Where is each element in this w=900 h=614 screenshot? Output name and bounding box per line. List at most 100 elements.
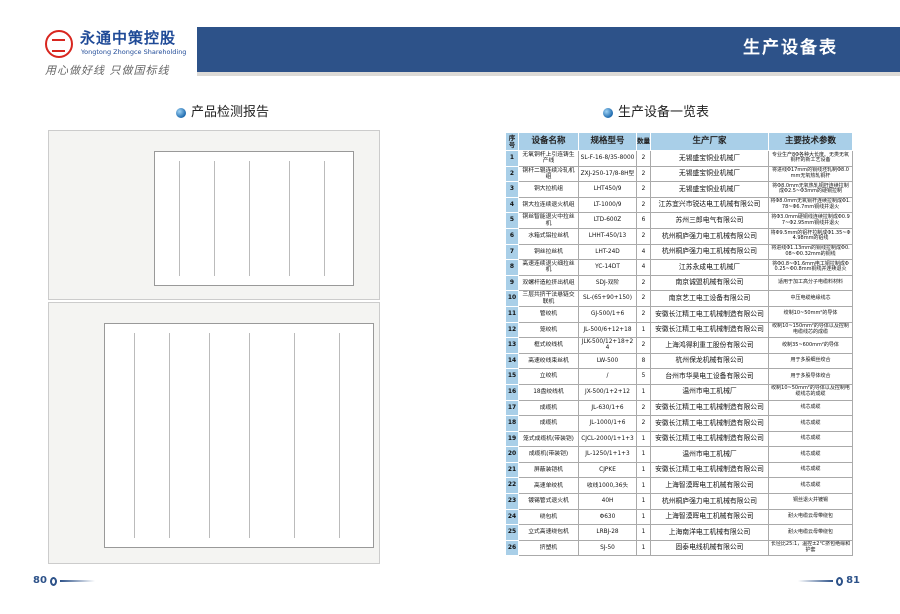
table-cell: 双螺杆造粒挤出机组 — [518, 274, 579, 292]
page-number-text: 80 — [33, 575, 47, 586]
table-cell: LT-1000/9 — [578, 196, 637, 214]
table-cell: 线芯成缆 — [768, 446, 853, 463]
table-cell: 成缆机 — [518, 415, 579, 432]
table-cell: 11 — [505, 305, 519, 323]
table-cell: 安徽长江精工电工机械制造有限公司 — [650, 305, 769, 323]
table-cell: 江苏宜兴市锐达电工机械有限公司 — [650, 196, 769, 214]
table-cell: 南京艺工电工设备有限公司 — [650, 290, 769, 307]
table-cell: 24 — [505, 508, 519, 526]
table-cell: 8 — [505, 259, 519, 276]
table-cell: 19 — [505, 430, 519, 448]
equipment-table: 序号 设备名称 规格型号 数量 生产厂家 主要技术参数 1 无氧铜杆上引连铸生产线 SL-F-… — [505, 132, 853, 557]
brand-logo: 永通中策控股 Yongtong Zhongce Shareholding 用心做… — [45, 28, 195, 80]
table-row: 11 管绞机 GJ-500/1+6 2 安徽长江精工电工机械制造有限公司 绞制10~50m… — [505, 305, 853, 323]
table-cell: 南京诚盟机械有限公司 — [650, 274, 769, 292]
table-cell: 20 — [505, 446, 519, 463]
table-cell: 上海南洋电工机械有限公司 — [650, 524, 769, 541]
table-row: 23 镀锡管式退火机 40H 1 杭州桐庐强力电工机械有限公司 铜丝退火并镀锡 — [505, 493, 853, 510]
column-header: 规格型号 — [578, 132, 637, 151]
page-marker-icon — [49, 576, 57, 586]
table-cell: 将进线Φ1.13mm的铜线拉制成Φ0.08~Φ0.32mm的铜线 — [768, 243, 853, 261]
table-cell: 上海智漠晖电工机械有限公司 — [650, 508, 769, 526]
table-cell: 耐火电缆云母带绕包 — [768, 508, 853, 526]
table-cell: Φ630 — [578, 508, 637, 526]
logo-emblem-icon — [45, 30, 73, 58]
table-cell: 江苏永成电工机械厂 — [650, 259, 769, 276]
table-cell: / — [578, 368, 637, 385]
table-row: 20 成缆机(带装铠) JL-1250/1+1+3 1 温州市电工机械厂 线芯成缆 — [505, 446, 853, 463]
left-section-title: 产品检测报告 — [191, 105, 270, 120]
table-cell: JL-1000/1+6 — [578, 415, 637, 432]
table-cell: 高速绞线束丝机 — [518, 352, 579, 370]
table-cell: 将Φ8.0mm无氧热轧铜杆连续拉制成Φ2.5~Φ3mm的硬铜拉制 — [768, 181, 853, 198]
table-cell: ZXJ-250-17/8-8H型 — [578, 165, 637, 183]
table-cell: 用于多股细丝绞合 — [768, 352, 853, 370]
table-row: 9 双螺杆造粒挤出机组 SDJ-双阶 2 南京诚盟机械有限公司 适用于加工高分子电缆料材料 — [505, 274, 853, 292]
table-cell: 绞制10~50mm²的导体 — [768, 305, 853, 323]
table-cell: SL-(65+90+150) — [578, 290, 637, 307]
right-section-heading: 生产设备一览表 — [603, 105, 709, 121]
table-cell: 18 — [505, 415, 519, 432]
table-cell: 适用于加工高分子电缆料材料 — [768, 274, 853, 292]
table-cell: 1 — [636, 477, 651, 495]
brand-name-cn: 永通中策控股 — [80, 29, 177, 47]
table-row: 22 高速单绞机 收线1000,36头 1 上海智漠晖电工机械有限公司 线芯成缆 — [505, 477, 853, 495]
table-cell: 将Φ8.0mm无氧铜杆连续拉制成Φ1.78~Φ6.7mm铜线并退火 — [768, 196, 853, 214]
table-cell: 水箱式铝拉丝机 — [518, 227, 579, 245]
table-cell: 安徽长江精工电工机械制造有限公司 — [650, 430, 769, 448]
table-cell: 安徽长江精工电工机械制造有限公司 — [650, 461, 769, 479]
table-cell: JL-630/1+6 — [578, 399, 637, 417]
table-cell: 4 — [505, 196, 519, 214]
table-cell: 三层共挤干法悬链交联机 — [518, 290, 579, 307]
table-cell: 收线1000,36头 — [578, 477, 637, 495]
table-row: 5 铜丝智能退火中拉丝机 LTD-600Z 6 苏州三郎电气有限公司 将Φ3.0mm硬铜线… — [505, 212, 853, 229]
table-cell: 铜大拉连续退火机组 — [518, 196, 579, 214]
table-cell: 安徽长江精工电工机械制造有限公司 — [650, 321, 769, 339]
table-cell: 9 — [505, 274, 519, 292]
table-cell: 1 — [636, 493, 651, 510]
table-cell: 绕包机 — [518, 508, 579, 526]
right-section-title: 生产设备一览表 — [618, 105, 710, 120]
table-cell: 线芯成缆 — [768, 477, 853, 495]
table-cell: 立式高速绕包机 — [518, 524, 579, 541]
table-cell: 1 — [636, 383, 651, 401]
page-line — [798, 580, 834, 582]
table-cell: 2 — [636, 150, 651, 167]
page-number-left: 80 — [33, 575, 95, 587]
table-cell: 杭州桐庐强力电工机械有限公司 — [650, 243, 769, 261]
table-cell: SL-F-16-8/35-8000 — [578, 150, 637, 167]
table-cell: JL-1250/1+1+3 — [578, 446, 637, 463]
table-cell: 将Φ9.5mm的铝杆拉制成Φ1.35~Φ4.98mm的铝线 — [768, 227, 853, 245]
table-cell: 将进线Φ17mm的铜线坯轧制Φ8.0mm无氧热轧铜杆 — [768, 165, 853, 183]
table-cell: 将Φ3.0mm硬铜线连续拉制成Φ0.97~Φ2.95mm铜线并退火 — [768, 212, 853, 229]
table-cell: 1 — [636, 430, 651, 448]
table-cell: 无锡盛宝铜业机械厂 — [650, 150, 769, 167]
table-cell: 铜丝拉丝机 — [518, 243, 579, 261]
table-cell: 2 — [505, 165, 519, 183]
table-cell: 无锡盛宝铜业机械厂 — [650, 165, 769, 183]
table-cell: 1 — [636, 508, 651, 526]
table-cell: 5 — [505, 212, 519, 229]
table-cell: 22 — [505, 477, 519, 495]
table-cell: 25 — [505, 524, 519, 541]
table-cell: 15 — [505, 368, 519, 385]
table-row: 18 成缆机 JL-1000/1+6 2 安徽长江精工电工机械制造有限公司 线芯成缆 — [505, 415, 853, 432]
table-cell: 2 — [636, 181, 651, 198]
table-cell: 耐火电缆云母带绕包 — [768, 524, 853, 541]
left-section-heading: 产品检测报告 — [176, 105, 269, 121]
table-cell: 杭州桐庐强力电工机械有限公司 — [650, 493, 769, 510]
table-cell: JX-500/1+2+12 — [578, 383, 637, 401]
bullet-icon — [176, 108, 186, 118]
table-cell: 2 — [636, 165, 651, 183]
table-cell: 4 — [636, 243, 651, 261]
table-cell: 7 — [505, 243, 519, 261]
page-title: 生产设备表 — [743, 38, 838, 58]
table-cell: 3 — [505, 181, 519, 198]
table-row: 25 立式高速绕包机 LRBJ-28 1 上海南洋电工机械有限公司 耐火电缆云母带绕包 — [505, 524, 853, 541]
table-cell: 2 — [636, 274, 651, 292]
table-row: 12 笼绞机 JL-500/6+12+18 1 安徽长江精工电工机械制造有限公司 绞制10… — [505, 321, 853, 339]
table-cell: 2 — [636, 337, 651, 354]
table-row: 1 无氧铜杆上引连铸生产线 SL-F-16-8/35-8000 2 无锡盛宝铜业机械厂专… — [505, 150, 853, 167]
page-number-right: 81 — [798, 575, 860, 587]
table-cell: 笼绞机 — [518, 321, 579, 339]
